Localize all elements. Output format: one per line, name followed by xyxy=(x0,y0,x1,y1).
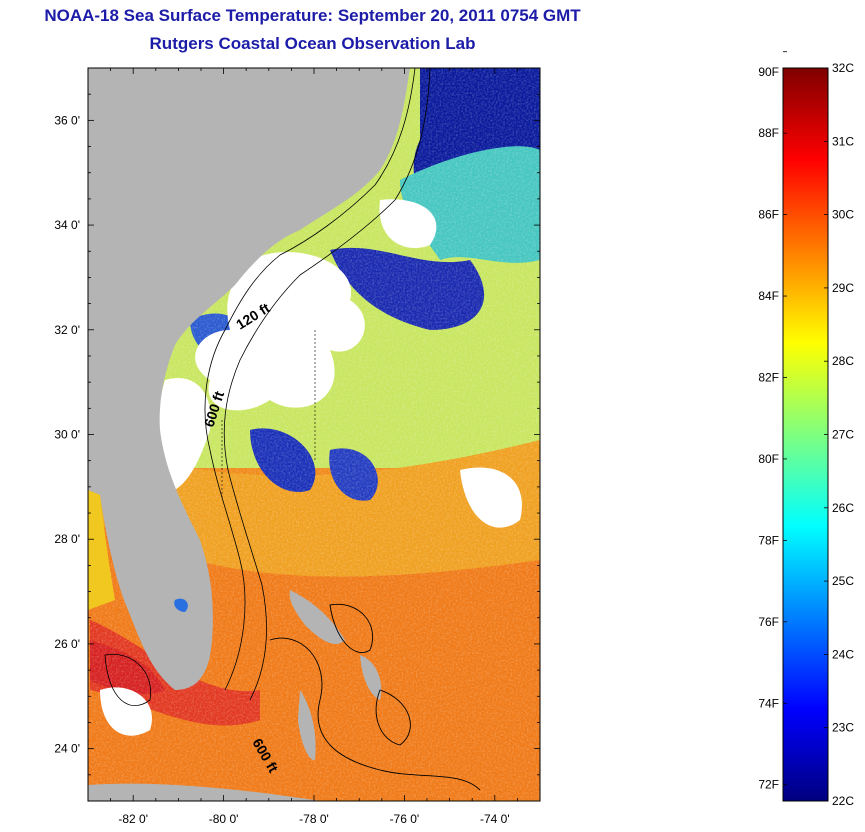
colorbar-f-label: 82F xyxy=(758,370,779,384)
axis-ticks xyxy=(87,67,541,802)
lat-tick-label: 34 0' xyxy=(54,218,80,232)
gulf-water xyxy=(88,490,115,610)
colorbar-c-label: 29C xyxy=(832,281,854,295)
colorbar-f-label: 86F xyxy=(758,208,779,222)
colorbar-f-label: 88F xyxy=(758,126,779,140)
colorbar-c-label: 30C xyxy=(832,208,854,222)
colorbar-f-label: 80F xyxy=(758,452,779,466)
colorbar-f-label: 72F xyxy=(758,778,779,792)
contour-gulf xyxy=(104,653,152,706)
colorbar-f-label: 78F xyxy=(758,533,779,547)
colorbar-f-label: 74F xyxy=(758,696,779,710)
colorbar-labels: 90F 88F 86F 84F 82F 80F 78F 76F 74F 72F 32C 31C 30C 2… xyxy=(758,51,854,808)
colorbar-c-label: 27C xyxy=(832,428,854,442)
colorbar-c-label: 23C xyxy=(832,721,854,735)
lon-tick-label: -78 0' xyxy=(299,812,329,826)
colorbar-f-label: 84F xyxy=(758,289,779,303)
colorbar-f-label: 76F xyxy=(758,615,779,629)
lat-tick-label: 24 0' xyxy=(54,742,80,756)
contour-bahamas-3 xyxy=(375,689,411,746)
colorbar-c-label: 32C xyxy=(832,61,854,75)
lake-okeechobee xyxy=(174,598,188,612)
contour-120ft xyxy=(204,68,416,691)
colorbar-c-label: 26C xyxy=(832,501,854,515)
land-southeast-us xyxy=(88,68,410,690)
lon-tick-label: -80 0' xyxy=(209,812,239,826)
lat-tick-label: 30 0' xyxy=(54,428,80,442)
lon-tick-label: -74 0' xyxy=(480,812,510,826)
contour-bahamas-2 xyxy=(329,603,374,653)
colorbar-c-label: 24C xyxy=(832,647,854,661)
lat-tick-label: 26 0' xyxy=(54,637,80,651)
lat-tick-label: 36 0' xyxy=(54,113,80,127)
colorbar-f-label: 90F xyxy=(758,65,779,79)
colorbar xyxy=(782,67,829,802)
land-cuba xyxy=(88,783,320,801)
colorbar-c-label: 28C xyxy=(832,354,854,368)
land-bahamas-3 xyxy=(360,655,382,700)
contour-600ft xyxy=(223,68,431,701)
map-subtitle: Rutgers Coastal Ocean Observation Lab xyxy=(149,34,476,53)
lon-tick-label: -82 0' xyxy=(118,812,148,826)
lon-tick-label: -76 0' xyxy=(390,812,420,826)
lat-tick-label: 28 0' xyxy=(54,532,80,546)
axis-tick-labels: 36 0' 34 0' 32 0' 30 0' 28 0' 26 0' 24 0' -82 0… xyxy=(54,113,509,826)
lat-tick-label: 32 0' xyxy=(54,323,80,337)
colorbar-c-label: 22C xyxy=(832,794,854,808)
land-bahamas-1 xyxy=(289,590,345,645)
map-panel xyxy=(88,68,540,801)
colorbar-c-label: 31C xyxy=(832,134,854,148)
colorbar-c-label: 25C xyxy=(832,574,854,588)
map-title: NOAA-18 Sea Surface Temperature: Septemb… xyxy=(44,6,581,25)
contour-bahamas-1 xyxy=(269,637,481,791)
land-bahamas-2 xyxy=(298,690,316,761)
